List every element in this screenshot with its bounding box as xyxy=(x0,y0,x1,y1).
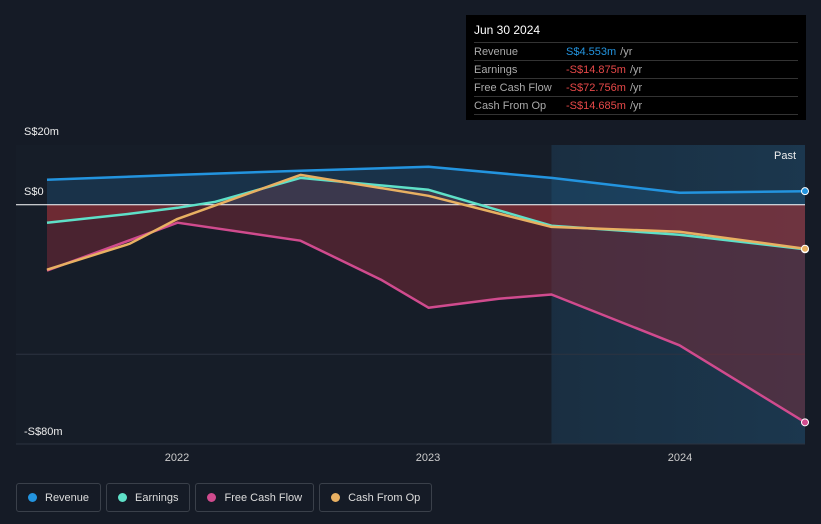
legend-dot-icon xyxy=(28,493,37,502)
legend-label: Cash From Op xyxy=(348,491,421,504)
tooltip-unit: /yr xyxy=(620,45,633,58)
tooltip-value: -S$14.685m xyxy=(566,99,626,112)
tooltip-label: Revenue xyxy=(474,45,519,58)
tooltip-row: Free Cash Flow -S$72.756m/yr xyxy=(474,78,798,96)
legend-label: Revenue xyxy=(45,491,90,504)
legend-item-cash-from-op[interactable]: Cash From Op xyxy=(319,483,433,512)
legend-item-earnings[interactable]: Earnings xyxy=(106,483,191,512)
legend-label: Earnings xyxy=(135,491,179,504)
tooltip: Jun 30 2024 Revenue S$4.553m/yr Earnings -S… xyxy=(466,15,806,120)
tooltip-label: Free Cash Flow xyxy=(474,81,552,94)
tooltip-row: Earnings -S$14.875m/yr xyxy=(474,60,798,78)
tooltip-row: Revenue S$4.553m/yr xyxy=(474,42,798,60)
tooltip-label: Earnings xyxy=(474,63,518,76)
earnings-area xyxy=(47,177,805,250)
series-end-point xyxy=(801,418,809,427)
legend-dot-icon xyxy=(331,493,341,502)
tooltip-label: Cash From Op xyxy=(474,99,547,112)
series-end-point xyxy=(801,187,809,196)
tooltip-value: -S$14.875m xyxy=(566,63,626,76)
series-line-revenue xyxy=(46,165,806,195)
past-region xyxy=(551,145,805,444)
past-label: Past xyxy=(774,150,797,162)
series-line-free-cash-flow xyxy=(46,221,806,424)
tooltip-value: -S$72.756m xyxy=(566,81,626,94)
tooltip-unit: /yr xyxy=(629,99,643,112)
y-tick-label: S$20m xyxy=(24,126,59,138)
series-line-cash-from-op xyxy=(46,173,806,271)
legend-dot-icon xyxy=(118,493,128,502)
x-tick-label: 2022 xyxy=(164,452,190,464)
x-tick-label: 2023 xyxy=(415,452,441,464)
tooltip-row: Cash From Op -S$14.685m/yr xyxy=(474,96,798,115)
tooltip-date: Jun 30 2024 xyxy=(474,23,541,37)
y-tick-label: -S$80m xyxy=(24,426,63,438)
x-tick-label: 2024 xyxy=(667,452,693,464)
series-line-earnings xyxy=(46,176,806,251)
tooltip-unit: /yr xyxy=(629,63,643,76)
legend-item-free-cash-flow[interactable]: Free Cash Flow xyxy=(195,483,315,512)
tooltip-value: S$4.553m xyxy=(566,45,617,58)
legend: Revenue Earnings Free Cash Flow Cash From O… xyxy=(16,483,433,512)
tooltip-unit: /yr xyxy=(629,81,643,94)
legend-dot-icon xyxy=(207,493,217,502)
legend-label: Free Cash Flow xyxy=(224,491,303,504)
fcf-area xyxy=(47,204,805,423)
y-tick-label: S$0 xyxy=(24,186,44,198)
series-end-point xyxy=(801,244,809,253)
legend-item-revenue[interactable]: Revenue xyxy=(16,483,102,512)
